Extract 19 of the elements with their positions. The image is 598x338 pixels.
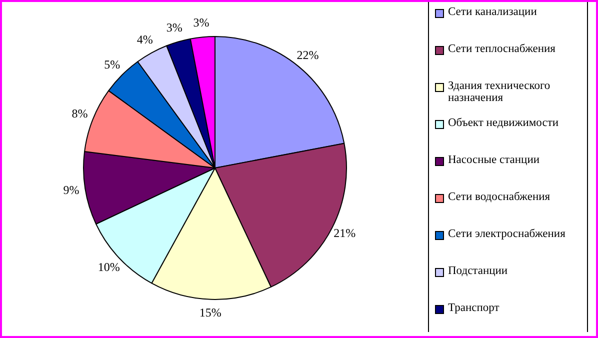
data-label: 3% [193, 15, 210, 30]
data-label: 3% [166, 20, 182, 34]
legend-label: Подстанции [448, 265, 508, 277]
data-label: 4% [136, 32, 153, 47]
legend-label: Сети теплоснабжения [448, 43, 556, 55]
legend-label: Сети водоснабжения [448, 191, 550, 203]
data-label: 10% [98, 260, 120, 274]
legend-label: Транспорт [448, 302, 500, 314]
legend-label: Сети канализации [448, 6, 537, 18]
data-label: 5% [104, 57, 120, 72]
legend-label: Насосные станции [448, 154, 540, 166]
data-label: 8% [72, 106, 88, 121]
data-label: 22% [296, 48, 319, 62]
legend-label: Здания технического назначения [448, 80, 552, 104]
data-label: 9% [63, 182, 80, 197]
data-label: 15% [199, 306, 222, 320]
legend-label: Сети электроснабжения [448, 228, 566, 240]
data-label: 21% [334, 226, 356, 240]
legend-label: Объект недвижимости [448, 117, 558, 129]
